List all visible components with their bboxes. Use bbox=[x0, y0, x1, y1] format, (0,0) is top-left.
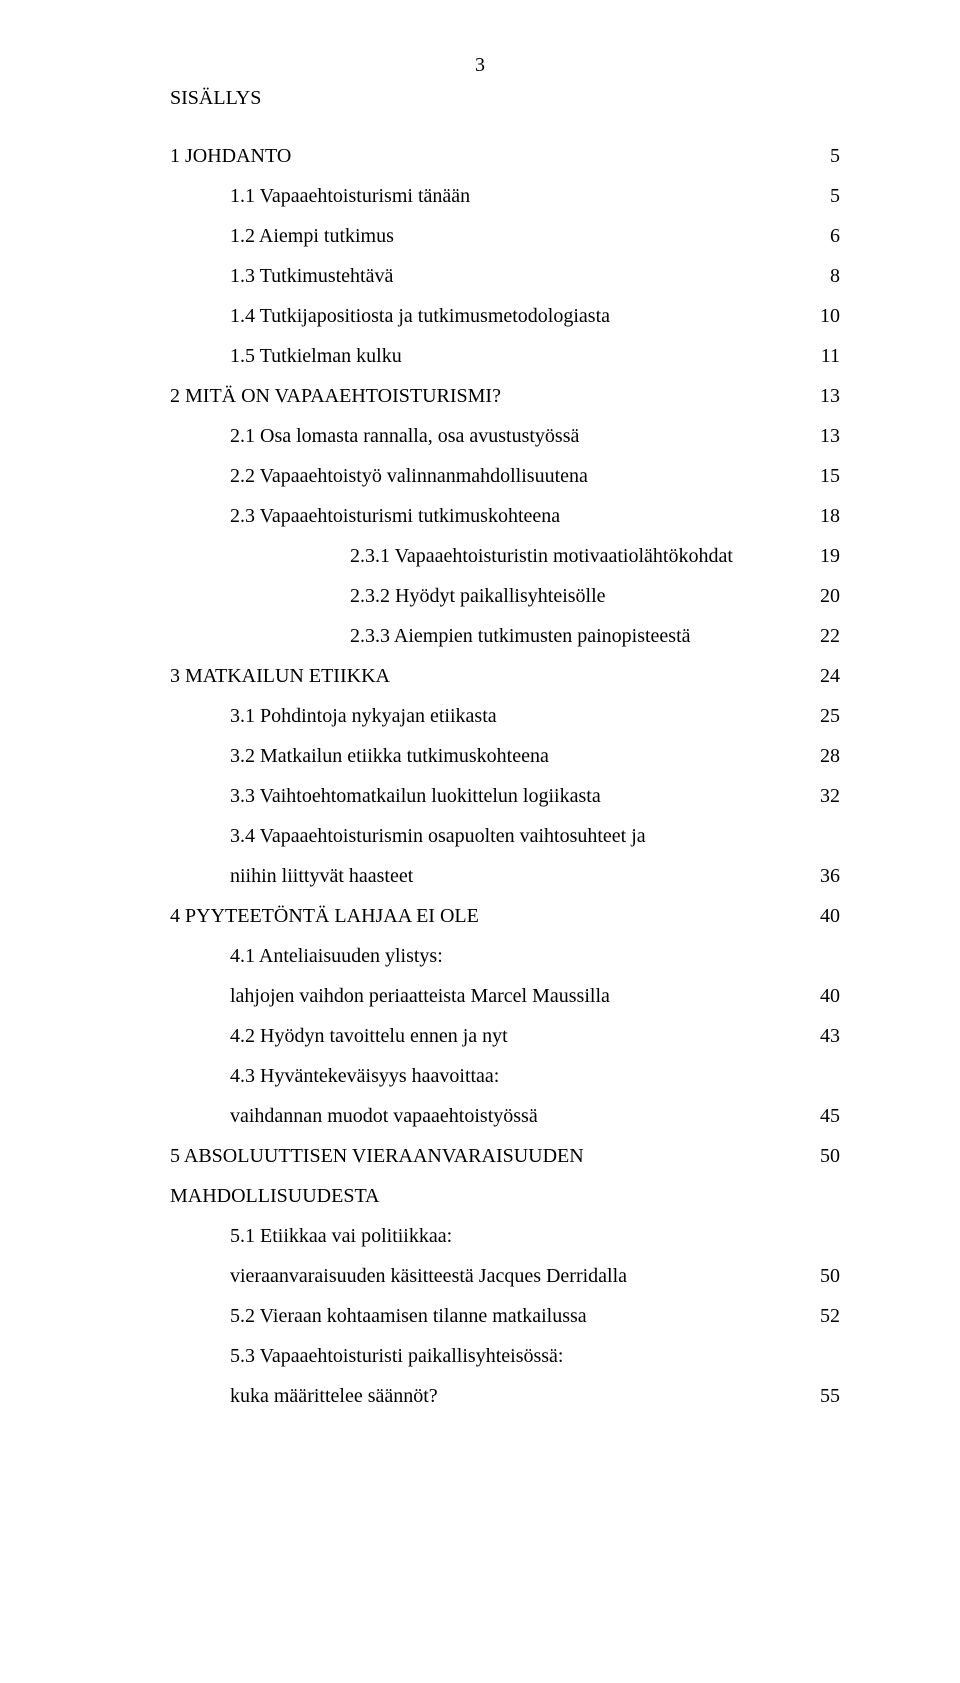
toc-entry-page: 13 bbox=[800, 416, 840, 456]
toc-row: 1.1 Vapaaehtoisturismi tänään5 bbox=[170, 176, 840, 216]
toc-entry-text: 1.5 Tutkielman kulku bbox=[170, 336, 800, 376]
toc-entry-text: 4.2 Hyödyn tavoittelu ennen ja nyt bbox=[170, 1016, 800, 1056]
toc-entry-text: 3.1 Pohdintoja nykyajan etiikasta bbox=[170, 696, 800, 736]
toc-row: 4.2 Hyödyn tavoittelu ennen ja nyt43 bbox=[170, 1016, 840, 1056]
toc-entry-page: 40 bbox=[800, 976, 840, 1016]
toc-row: 3.2 Matkailun etiikka tutkimuskohteena28 bbox=[170, 736, 840, 776]
page-number: 3 bbox=[0, 45, 960, 85]
toc-entry-text: 1 JOHDANTO bbox=[170, 136, 800, 176]
toc-entry-text: 5.1 Etiikkaa vai politiikkaa: bbox=[170, 1216, 800, 1256]
toc-entry-page: 20 bbox=[800, 576, 840, 616]
toc-entry-text: 4.1 Anteliaisuuden ylistys: bbox=[170, 936, 800, 976]
toc-entry-text: 1.1 Vapaaehtoisturismi tänään bbox=[170, 176, 800, 216]
toc-row: 5.1 Etiikkaa vai politiikkaa: bbox=[170, 1216, 840, 1256]
toc-entry-page: 50 bbox=[800, 1256, 840, 1296]
toc-entry-page: 43 bbox=[800, 1016, 840, 1056]
toc-entry-text: 2.3.2 Hyödyt paikallisyhteisölle bbox=[170, 576, 800, 616]
toc-row: 3.4 Vapaaehtoisturismin osapuolten vaiht… bbox=[170, 816, 840, 856]
toc-entry-text: 2.3 Vapaaehtoisturismi tutkimuskohteena bbox=[170, 496, 800, 536]
toc-row: 1.4 Tutkijapositiosta ja tutkimusmetodol… bbox=[170, 296, 840, 336]
toc-entry-text: 3.3 Vaihtoehtomatkailun luokittelun logi… bbox=[170, 776, 800, 816]
toc-row: 1.2 Aiempi tutkimus6 bbox=[170, 216, 840, 256]
toc-row: 4.1 Anteliaisuuden ylistys: bbox=[170, 936, 840, 976]
toc-row: vaihdannan muodot vapaaehtoistyössä45 bbox=[170, 1096, 840, 1136]
toc-row: vieraanvaraisuuden käsitteestä Jacques D… bbox=[170, 1256, 840, 1296]
toc-entry-text: niihin liittyvät haasteet bbox=[170, 856, 800, 896]
toc-row: 3.1 Pohdintoja nykyajan etiikasta25 bbox=[170, 696, 840, 736]
toc-entry-page: 8 bbox=[800, 256, 840, 296]
toc-row: 2.2 Vapaaehtoistyö valinnanmahdollisuute… bbox=[170, 456, 840, 496]
toc-entry-page: 55 bbox=[800, 1376, 840, 1416]
toc-row: 2.3 Vapaaehtoisturismi tutkimuskohteena1… bbox=[170, 496, 840, 536]
toc-entry-text: 5.2 Vieraan kohtaamisen tilanne matkailu… bbox=[170, 1296, 800, 1336]
toc-entry-text: 3.2 Matkailun etiikka tutkimuskohteena bbox=[170, 736, 800, 776]
toc-entry-page: 50 bbox=[800, 1136, 840, 1176]
toc-entry-page: 25 bbox=[800, 696, 840, 736]
toc-entry-page: 18 bbox=[800, 496, 840, 536]
toc-entry-page: 52 bbox=[800, 1296, 840, 1336]
toc-entry-text: 4.3 Hyväntekeväisyys haavoittaa: bbox=[170, 1056, 800, 1096]
toc-entry-text: 5.3 Vapaaehtoisturisti paikallisyhteisös… bbox=[170, 1336, 800, 1376]
table-of-contents: 1 JOHDANTO51.1 Vapaaehtoisturismi tänään… bbox=[170, 136, 840, 1416]
toc-entry-page: 40 bbox=[800, 896, 840, 936]
toc-row: kuka määrittelee säännöt?55 bbox=[170, 1376, 840, 1416]
toc-entry-page: 24 bbox=[800, 656, 840, 696]
toc-row: lahjojen vaihdon periaatteista Marcel Ma… bbox=[170, 976, 840, 1016]
toc-row: 5 ABSOLUUTTISEN VIERAANVARAISUUDEN MAHDO… bbox=[170, 1136, 840, 1216]
toc-entry-text: 2.1 Osa lomasta rannalla, osa avustustyö… bbox=[170, 416, 800, 456]
toc-entry-page: 6 bbox=[800, 216, 840, 256]
toc-entry-text: 2 MITÄ ON VAPAAEHTOISTURISMI? bbox=[170, 376, 800, 416]
toc-entry-text: lahjojen vaihdon periaatteista Marcel Ma… bbox=[170, 976, 800, 1016]
toc-entry-text: 3 MATKAILUN ETIIKKA bbox=[170, 656, 800, 696]
toc-entry-page: 5 bbox=[800, 176, 840, 216]
toc-row: 2.1 Osa lomasta rannalla, osa avustustyö… bbox=[170, 416, 840, 456]
toc-row: 1 JOHDANTO5 bbox=[170, 136, 840, 176]
toc-entry-page: 15 bbox=[800, 456, 840, 496]
toc-entry-text: 2.3.1 Vapaaehtoisturistin motivaatioläht… bbox=[170, 536, 800, 576]
toc-entry-page: 10 bbox=[800, 296, 840, 336]
toc-entry-page: 22 bbox=[800, 616, 840, 656]
toc-entry-page: 19 bbox=[800, 536, 840, 576]
toc-row: 5.2 Vieraan kohtaamisen tilanne matkailu… bbox=[170, 1296, 840, 1336]
toc-row: 2.3.3 Aiempien tutkimusten painopisteest… bbox=[170, 616, 840, 656]
toc-entry-text: 2.3.3 Aiempien tutkimusten painopisteest… bbox=[170, 616, 800, 656]
toc-entry-text: vieraanvaraisuuden käsitteestä Jacques D… bbox=[170, 1256, 800, 1296]
toc-entry-page: 32 bbox=[800, 776, 840, 816]
toc-row: 4 PYYTEETÖNTÄ LAHJAA EI OLE40 bbox=[170, 896, 840, 936]
toc-entry-page: 45 bbox=[800, 1096, 840, 1136]
toc-row: 2.3.2 Hyödyt paikallisyhteisölle20 bbox=[170, 576, 840, 616]
toc-row: 2 MITÄ ON VAPAAEHTOISTURISMI?13 bbox=[170, 376, 840, 416]
toc-entry-text: vaihdannan muodot vapaaehtoistyössä bbox=[170, 1096, 800, 1136]
document-page: 3 SISÄLLYS 1 JOHDANTO51.1 Vapaaehtoistur… bbox=[0, 0, 960, 1683]
toc-row: 2.3.1 Vapaaehtoisturistin motivaatioläht… bbox=[170, 536, 840, 576]
toc-row: 3.3 Vaihtoehtomatkailun luokittelun logi… bbox=[170, 776, 840, 816]
toc-row: niihin liittyvät haasteet36 bbox=[170, 856, 840, 896]
toc-entry-text: 1.3 Tutkimustehtävä bbox=[170, 256, 800, 296]
toc-entry-page: 36 bbox=[800, 856, 840, 896]
toc-entry-page: 13 bbox=[800, 376, 840, 416]
toc-row: 1.3 Tutkimustehtävä8 bbox=[170, 256, 840, 296]
toc-entry-page: 5 bbox=[800, 136, 840, 176]
toc-entry-text: 2.2 Vapaaehtoistyö valinnanmahdollisuute… bbox=[170, 456, 800, 496]
toc-row: 3 MATKAILUN ETIIKKA24 bbox=[170, 656, 840, 696]
toc-row: 1.5 Tutkielman kulku11 bbox=[170, 336, 840, 376]
toc-entry-page: 11 bbox=[800, 336, 840, 376]
toc-entry-text: 3.4 Vapaaehtoisturismin osapuolten vaiht… bbox=[170, 816, 800, 856]
toc-entry-text: kuka määrittelee säännöt? bbox=[170, 1376, 800, 1416]
toc-entry-text: 5 ABSOLUUTTISEN VIERAANVARAISUUDEN MAHDO… bbox=[170, 1136, 800, 1216]
toc-row: 4.3 Hyväntekeväisyys haavoittaa: bbox=[170, 1056, 840, 1096]
toc-entry-text: 1.4 Tutkijapositiosta ja tutkimusmetodol… bbox=[170, 296, 800, 336]
toc-entry-text: 1.2 Aiempi tutkimus bbox=[170, 216, 800, 256]
toc-row: 5.3 Vapaaehtoisturisti paikallisyhteisös… bbox=[170, 1336, 840, 1376]
toc-entry-page: 28 bbox=[800, 736, 840, 776]
toc-entry-text: 4 PYYTEETÖNTÄ LAHJAA EI OLE bbox=[170, 896, 800, 936]
